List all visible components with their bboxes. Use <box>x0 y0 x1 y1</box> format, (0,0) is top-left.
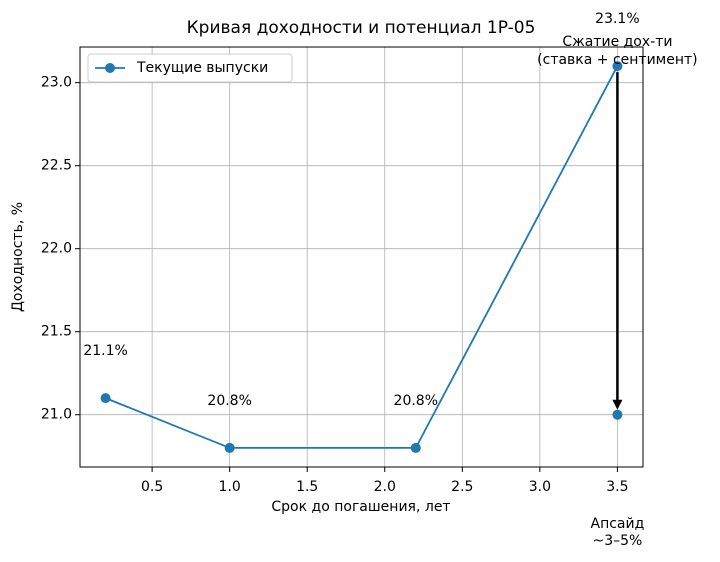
data-point <box>410 442 421 453</box>
legend-label: Текущие выпуски <box>136 60 268 76</box>
target-point <box>612 409 623 420</box>
y-tick-label: 22.0 <box>41 241 72 257</box>
legend-marker <box>105 63 115 73</box>
data-label: 20.8% <box>207 393 251 409</box>
x-axis-label: Срок до погашения, лет <box>271 499 450 515</box>
x-tick-label: 2.5 <box>451 479 473 495</box>
arrow-head <box>612 399 623 410</box>
annotation-text: Сжатие дох-ти <box>562 34 672 50</box>
y-tick-label: 21.0 <box>41 407 72 423</box>
annotation-text: (ставка + сентимент) <box>537 52 697 68</box>
y-tick-label: 22.5 <box>41 158 72 174</box>
data-label: 21.1% <box>83 343 127 359</box>
x-tick-label: 2.0 <box>374 479 396 495</box>
x-tick-label: 3.0 <box>529 479 551 495</box>
plot-frame <box>79 46 644 468</box>
data-point <box>612 61 623 72</box>
legend-box <box>87 53 293 83</box>
x-tick-label: 1.5 <box>296 479 318 495</box>
data-point <box>100 393 111 404</box>
footnote-text: Апсайд <box>591 516 645 532</box>
data-label: 20.8% <box>394 393 438 409</box>
x-tick-label: 3.5 <box>606 479 628 495</box>
footnote-text: ~3–5% <box>592 533 642 549</box>
series-line <box>105 65 619 449</box>
x-tick-label: 0.5 <box>141 479 163 495</box>
x-tick-label: 1.0 <box>219 479 241 495</box>
chart-title: Кривая доходности и потенциал 1P-05 <box>187 18 536 38</box>
data-label: 23.1% <box>595 11 639 27</box>
y-axis-label: Доходность, % <box>10 202 26 312</box>
data-point <box>224 442 235 453</box>
y-tick-label: 21.5 <box>41 324 72 340</box>
y-tick-label: 23.0 <box>41 75 72 91</box>
